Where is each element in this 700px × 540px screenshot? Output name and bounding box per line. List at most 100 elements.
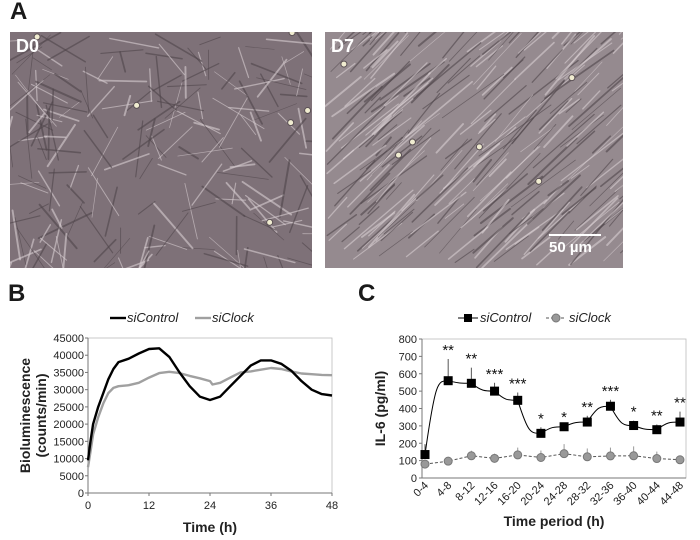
cell	[299, 175, 312, 198]
cell	[555, 32, 602, 80]
cell	[98, 79, 148, 83]
significance-marker: ***	[602, 383, 620, 400]
cell	[263, 256, 268, 268]
cell	[442, 142, 501, 190]
data-point-siClock	[629, 451, 639, 461]
legend-label: siClock	[212, 310, 255, 325]
rounded-cell	[304, 106, 312, 114]
cell	[460, 188, 507, 229]
cell	[281, 56, 291, 85]
rounded-cell	[133, 101, 141, 109]
cell	[279, 93, 308, 98]
x-tick-label: 44-48	[658, 480, 686, 508]
significance-marker: ***	[486, 366, 504, 383]
cell	[359, 124, 425, 182]
cell	[379, 62, 431, 101]
x-tick-label: 40-44	[635, 480, 663, 508]
cell	[549, 81, 588, 114]
cell	[234, 77, 285, 90]
cell	[439, 209, 477, 254]
legend-label: siControl	[127, 310, 179, 325]
cell	[358, 206, 380, 226]
cell	[331, 72, 396, 118]
cell	[325, 122, 355, 152]
cell	[80, 89, 94, 119]
cell	[106, 262, 116, 268]
cell	[493, 235, 529, 262]
cell	[203, 252, 249, 267]
cell	[481, 198, 510, 234]
cell	[509, 208, 544, 234]
y-tick-label: 15000	[53, 436, 84, 448]
cell	[135, 120, 144, 178]
cell	[580, 158, 614, 196]
significance-marker: **	[581, 399, 593, 416]
data-point-siControl	[605, 401, 615, 411]
cell	[574, 61, 603, 92]
cell	[568, 185, 597, 214]
y-tick-label: 35000	[53, 367, 84, 379]
cell	[182, 202, 216, 212]
cell	[187, 47, 207, 70]
cell	[564, 32, 597, 64]
cell	[334, 160, 376, 207]
cell	[386, 182, 402, 200]
cell	[30, 101, 54, 147]
cell	[573, 32, 589, 44]
cell	[476, 65, 497, 90]
cell	[571, 87, 621, 130]
series-line-siControl	[86, 347, 333, 461]
cell	[514, 226, 540, 245]
cell	[529, 210, 571, 253]
cell	[380, 211, 414, 242]
cell	[37, 147, 82, 154]
cell	[547, 180, 570, 197]
cell	[138, 250, 150, 268]
x-axis-label: Time (h)	[183, 519, 237, 535]
cell	[363, 49, 388, 69]
cell	[538, 100, 569, 131]
scale-bar-label: 50 µm	[549, 239, 592, 256]
data-point-siClock	[443, 456, 453, 466]
cell	[447, 55, 481, 84]
cell	[445, 138, 473, 160]
cell	[417, 32, 438, 47]
significance-marker: *	[538, 410, 544, 427]
cell	[167, 84, 207, 88]
cell	[526, 174, 581, 225]
cell	[92, 114, 109, 139]
x-tick-label: 24	[204, 500, 216, 512]
cell	[541, 186, 583, 231]
cell	[330, 32, 372, 72]
cell	[449, 32, 478, 62]
y-tick-label: 800	[399, 334, 417, 346]
rounded-cell	[535, 177, 543, 185]
cell	[435, 123, 464, 154]
cell	[386, 113, 440, 151]
micrograph-label: D7	[331, 36, 355, 56]
cell	[574, 184, 623, 231]
cell	[442, 32, 465, 59]
cell	[249, 111, 262, 142]
cell	[109, 37, 160, 49]
cell	[139, 157, 153, 180]
y-tick-label: 5000	[60, 471, 84, 483]
x-tick-label: 48	[326, 500, 338, 512]
cell	[558, 98, 580, 115]
y-tick-label: 0	[78, 488, 84, 500]
cell	[249, 194, 285, 211]
cell	[55, 235, 64, 268]
cell	[606, 107, 623, 126]
cell	[37, 170, 61, 207]
cell	[10, 39, 22, 42]
series-line-siClock	[424, 453, 681, 465]
data-point-siClock	[513, 450, 523, 460]
cell	[93, 238, 117, 263]
cell	[514, 41, 555, 81]
cell	[367, 183, 396, 215]
cell	[174, 109, 221, 135]
cell	[144, 244, 166, 249]
data-point-siControl	[652, 425, 662, 435]
cell	[561, 32, 573, 45]
cell	[481, 116, 526, 151]
